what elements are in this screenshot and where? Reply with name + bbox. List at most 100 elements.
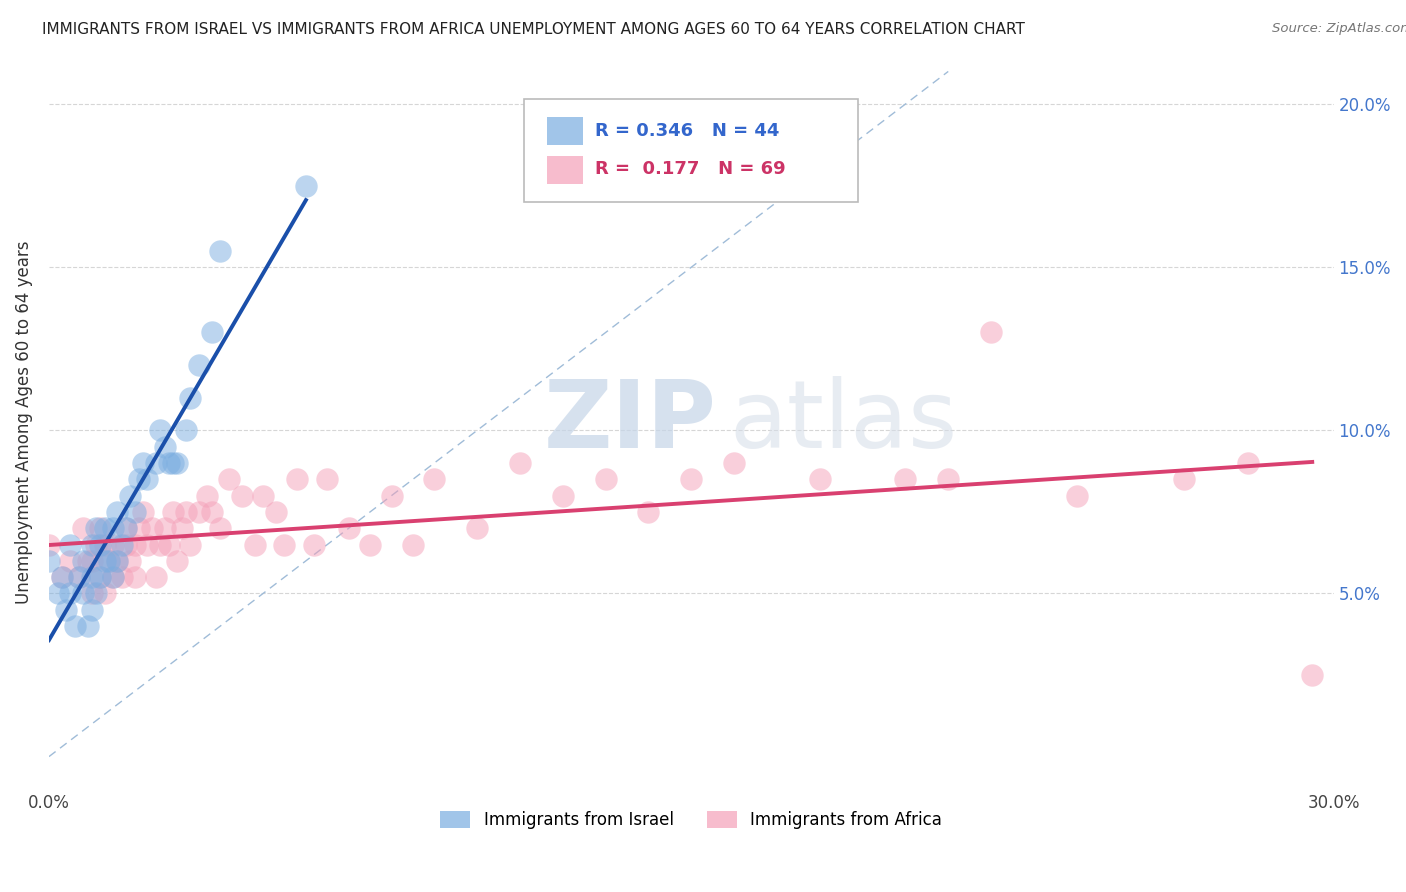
- Point: [111, 537, 134, 551]
- Point: [97, 554, 120, 568]
- Point: [80, 603, 103, 617]
- Point: [723, 456, 745, 470]
- Point: [132, 456, 155, 470]
- Point: [67, 570, 90, 584]
- Point: [808, 472, 831, 486]
- Point: [141, 521, 163, 535]
- Point: [1066, 489, 1088, 503]
- Point: [231, 489, 253, 503]
- Point: [76, 619, 98, 633]
- Point: [402, 537, 425, 551]
- Point: [59, 537, 82, 551]
- Point: [128, 472, 150, 486]
- Point: [59, 586, 82, 600]
- Point: [80, 554, 103, 568]
- Point: [107, 554, 129, 568]
- Point: [894, 472, 917, 486]
- Point: [93, 537, 115, 551]
- Point: [124, 537, 146, 551]
- Point: [111, 570, 134, 584]
- Point: [80, 586, 103, 600]
- Point: [103, 570, 125, 584]
- Bar: [547, 117, 583, 145]
- Text: Source: ZipAtlas.com: Source: ZipAtlas.com: [1272, 22, 1406, 36]
- Point: [179, 391, 201, 405]
- Point: [103, 570, 125, 584]
- Point: [115, 521, 138, 535]
- Point: [465, 521, 488, 535]
- Text: IMMIGRANTS FROM ISRAEL VS IMMIGRANTS FROM AFRICA UNEMPLOYMENT AMONG AGES 60 TO 6: IMMIGRANTS FROM ISRAEL VS IMMIGRANTS FRO…: [42, 22, 1025, 37]
- Point: [187, 358, 209, 372]
- Point: [551, 489, 574, 503]
- Point: [509, 456, 531, 470]
- Point: [67, 570, 90, 584]
- Point: [273, 537, 295, 551]
- Text: atlas: atlas: [730, 376, 957, 468]
- Point: [153, 521, 176, 535]
- Point: [166, 456, 188, 470]
- Point: [51, 570, 73, 584]
- Point: [136, 537, 159, 551]
- Point: [304, 537, 326, 551]
- Point: [89, 570, 111, 584]
- Point: [93, 554, 115, 568]
- Point: [359, 537, 381, 551]
- Point: [80, 537, 103, 551]
- Point: [128, 521, 150, 535]
- Point: [145, 456, 167, 470]
- Point: [93, 586, 115, 600]
- Point: [63, 619, 86, 633]
- Point: [1301, 668, 1323, 682]
- Point: [209, 244, 232, 258]
- Point: [103, 537, 125, 551]
- Point: [59, 554, 82, 568]
- Point: [136, 472, 159, 486]
- Point: [936, 472, 959, 486]
- Point: [120, 489, 142, 503]
- Point: [55, 603, 77, 617]
- Point: [80, 570, 103, 584]
- Point: [162, 505, 184, 519]
- Point: [46, 586, 69, 600]
- Point: [197, 489, 219, 503]
- Bar: [547, 156, 583, 184]
- Point: [201, 326, 224, 340]
- Point: [153, 440, 176, 454]
- Legend: Immigrants from Israel, Immigrants from Africa: Immigrants from Israel, Immigrants from …: [433, 805, 949, 836]
- Point: [84, 586, 107, 600]
- Text: R =  0.177   N = 69: R = 0.177 N = 69: [595, 160, 786, 178]
- Point: [295, 178, 318, 193]
- Point: [84, 537, 107, 551]
- Point: [264, 505, 287, 519]
- Point: [218, 472, 240, 486]
- Point: [187, 505, 209, 519]
- Point: [595, 472, 617, 486]
- Point: [157, 537, 180, 551]
- Text: ZIP: ZIP: [544, 376, 717, 468]
- Point: [124, 505, 146, 519]
- Text: R = 0.346   N = 44: R = 0.346 N = 44: [595, 121, 779, 140]
- Point: [201, 505, 224, 519]
- Point: [93, 521, 115, 535]
- Point: [149, 537, 172, 551]
- Point: [38, 554, 60, 568]
- Point: [89, 537, 111, 551]
- Point: [316, 472, 339, 486]
- Point: [157, 456, 180, 470]
- Point: [72, 521, 94, 535]
- Point: [51, 570, 73, 584]
- Point: [1173, 472, 1195, 486]
- Point: [209, 521, 232, 535]
- Point: [72, 554, 94, 568]
- Point: [149, 423, 172, 437]
- Point: [174, 423, 197, 437]
- Point: [179, 537, 201, 551]
- Point: [681, 472, 703, 486]
- Point: [380, 489, 402, 503]
- Point: [637, 505, 659, 519]
- Point: [76, 554, 98, 568]
- Point: [243, 537, 266, 551]
- Point: [423, 472, 446, 486]
- Point: [84, 521, 107, 535]
- Point: [337, 521, 360, 535]
